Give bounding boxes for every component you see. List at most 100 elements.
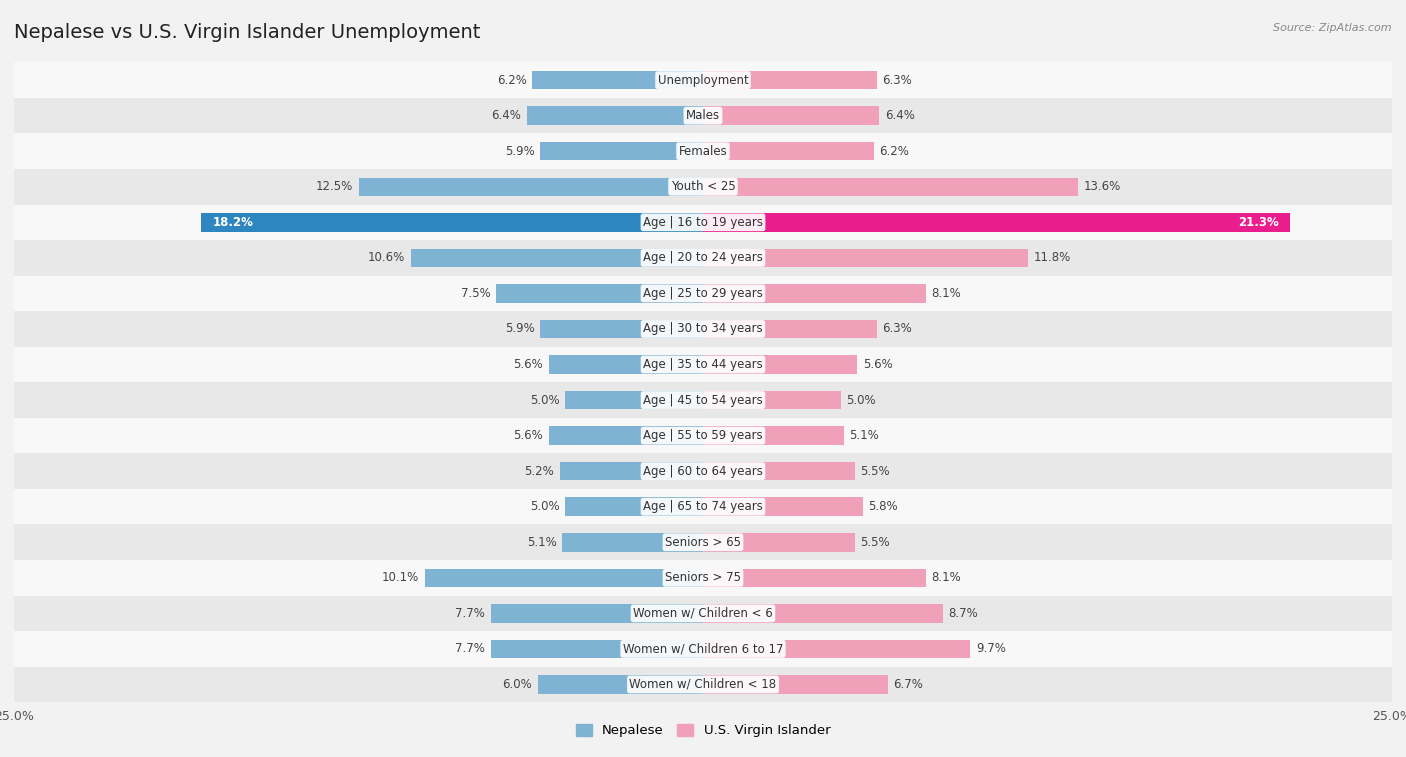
Bar bbox=[540, 319, 703, 338]
Bar bbox=[201, 213, 703, 232]
Bar bbox=[703, 640, 970, 658]
Bar bbox=[540, 142, 703, 160]
Text: 5.1%: 5.1% bbox=[527, 536, 557, 549]
Bar bbox=[703, 248, 1028, 267]
Text: Age | 25 to 29 years: Age | 25 to 29 years bbox=[643, 287, 763, 300]
Text: 5.5%: 5.5% bbox=[860, 465, 890, 478]
Text: 6.3%: 6.3% bbox=[882, 322, 912, 335]
Text: Youth < 25: Youth < 25 bbox=[671, 180, 735, 193]
Text: Seniors > 75: Seniors > 75 bbox=[665, 572, 741, 584]
Text: Unemployment: Unemployment bbox=[658, 73, 748, 86]
Text: Males: Males bbox=[686, 109, 720, 122]
Text: 8.1%: 8.1% bbox=[932, 287, 962, 300]
Text: 6.4%: 6.4% bbox=[491, 109, 522, 122]
Text: 6.2%: 6.2% bbox=[879, 145, 910, 157]
Text: 6.4%: 6.4% bbox=[884, 109, 915, 122]
Bar bbox=[14, 98, 1392, 133]
Text: 5.1%: 5.1% bbox=[849, 429, 879, 442]
Bar bbox=[14, 133, 1392, 169]
Text: 6.0%: 6.0% bbox=[502, 678, 531, 691]
Bar bbox=[14, 62, 1392, 98]
Bar bbox=[14, 169, 1392, 204]
Bar bbox=[359, 178, 703, 196]
Text: Age | 60 to 64 years: Age | 60 to 64 years bbox=[643, 465, 763, 478]
Bar bbox=[560, 462, 703, 481]
Text: Females: Females bbox=[679, 145, 727, 157]
Text: Age | 30 to 34 years: Age | 30 to 34 years bbox=[643, 322, 763, 335]
Text: 12.5%: 12.5% bbox=[316, 180, 353, 193]
Bar bbox=[565, 497, 703, 516]
Bar bbox=[548, 426, 703, 445]
Text: 6.3%: 6.3% bbox=[882, 73, 912, 86]
Text: 5.0%: 5.0% bbox=[846, 394, 876, 407]
Bar bbox=[14, 667, 1392, 702]
Text: 5.0%: 5.0% bbox=[530, 394, 560, 407]
Bar bbox=[531, 71, 703, 89]
Bar bbox=[703, 462, 855, 481]
Text: 5.2%: 5.2% bbox=[524, 465, 554, 478]
Bar bbox=[703, 284, 927, 303]
Bar bbox=[14, 204, 1392, 240]
Bar bbox=[703, 213, 1289, 232]
Text: Nepalese vs U.S. Virgin Islander Unemployment: Nepalese vs U.S. Virgin Islander Unemplo… bbox=[14, 23, 481, 42]
Text: 18.2%: 18.2% bbox=[212, 216, 253, 229]
Bar bbox=[537, 675, 703, 693]
Bar bbox=[411, 248, 703, 267]
Bar bbox=[703, 533, 855, 552]
Bar bbox=[14, 596, 1392, 631]
Bar bbox=[14, 311, 1392, 347]
Bar bbox=[703, 319, 876, 338]
Text: 9.7%: 9.7% bbox=[976, 643, 1005, 656]
Bar bbox=[703, 569, 927, 587]
Bar bbox=[425, 569, 703, 587]
Text: 13.6%: 13.6% bbox=[1083, 180, 1121, 193]
Text: 7.7%: 7.7% bbox=[456, 607, 485, 620]
Text: 5.0%: 5.0% bbox=[530, 500, 560, 513]
Text: 10.6%: 10.6% bbox=[368, 251, 405, 264]
Bar bbox=[548, 355, 703, 374]
Bar bbox=[14, 276, 1392, 311]
Bar bbox=[703, 71, 876, 89]
Bar bbox=[703, 675, 887, 693]
Bar bbox=[703, 107, 879, 125]
Bar bbox=[14, 347, 1392, 382]
Text: Age | 65 to 74 years: Age | 65 to 74 years bbox=[643, 500, 763, 513]
Text: 11.8%: 11.8% bbox=[1033, 251, 1071, 264]
Text: Age | 16 to 19 years: Age | 16 to 19 years bbox=[643, 216, 763, 229]
Text: 5.5%: 5.5% bbox=[860, 536, 890, 549]
Text: 6.7%: 6.7% bbox=[893, 678, 922, 691]
Bar bbox=[14, 382, 1392, 418]
Legend: Nepalese, U.S. Virgin Islander: Nepalese, U.S. Virgin Islander bbox=[571, 718, 835, 743]
Text: Source: ZipAtlas.com: Source: ZipAtlas.com bbox=[1274, 23, 1392, 33]
Bar bbox=[14, 418, 1392, 453]
Bar bbox=[491, 604, 703, 622]
Bar bbox=[703, 142, 875, 160]
Text: 7.7%: 7.7% bbox=[456, 643, 485, 656]
Bar bbox=[14, 560, 1392, 596]
Bar bbox=[703, 355, 858, 374]
Text: Women w/ Children 6 to 17: Women w/ Children 6 to 17 bbox=[623, 643, 783, 656]
Bar bbox=[703, 497, 863, 516]
Bar bbox=[14, 525, 1392, 560]
Text: Age | 55 to 59 years: Age | 55 to 59 years bbox=[643, 429, 763, 442]
Text: 6.2%: 6.2% bbox=[496, 73, 527, 86]
Text: 8.7%: 8.7% bbox=[948, 607, 979, 620]
Text: Women w/ Children < 18: Women w/ Children < 18 bbox=[630, 678, 776, 691]
Bar bbox=[496, 284, 703, 303]
Text: 5.6%: 5.6% bbox=[513, 429, 543, 442]
Text: 8.1%: 8.1% bbox=[932, 572, 962, 584]
Bar bbox=[703, 391, 841, 410]
Bar bbox=[491, 640, 703, 658]
Bar bbox=[565, 391, 703, 410]
Bar bbox=[703, 604, 943, 622]
Text: Seniors > 65: Seniors > 65 bbox=[665, 536, 741, 549]
Text: Women w/ Children < 6: Women w/ Children < 6 bbox=[633, 607, 773, 620]
Text: 5.9%: 5.9% bbox=[505, 322, 534, 335]
Bar bbox=[527, 107, 703, 125]
Bar bbox=[14, 489, 1392, 525]
Bar bbox=[14, 240, 1392, 276]
Text: 5.8%: 5.8% bbox=[869, 500, 898, 513]
Text: 21.3%: 21.3% bbox=[1239, 216, 1279, 229]
Text: 10.1%: 10.1% bbox=[382, 572, 419, 584]
Text: 5.6%: 5.6% bbox=[513, 358, 543, 371]
